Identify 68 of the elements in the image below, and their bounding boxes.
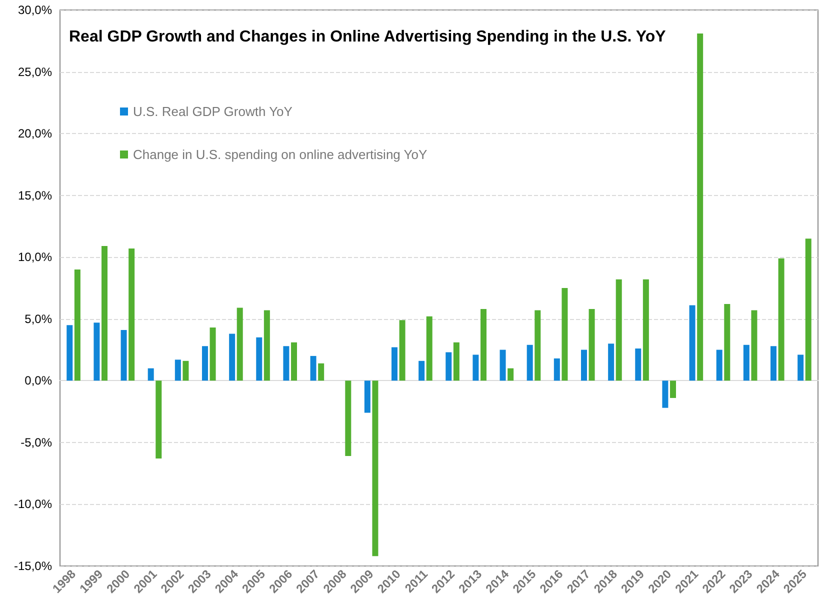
bar [778, 258, 784, 381]
bar [399, 320, 406, 381]
bar [182, 360, 189, 381]
bar [670, 380, 676, 398]
bar [66, 325, 73, 381]
legend-label: U.S. Real GDP Growth YoY [133, 104, 293, 119]
legend-label: Change in U.S. spending on online advertising YoY [133, 147, 428, 162]
bar [716, 350, 722, 381]
bar [202, 346, 208, 381]
bar [120, 330, 127, 381]
bar [743, 344, 750, 381]
y-tick-label: -15,0% [14, 559, 52, 573]
y-tick-label: 0,0% [24, 374, 52, 388]
y-tick-label: 10,0% [18, 250, 52, 264]
bar [662, 380, 668, 408]
bar [642, 279, 649, 381]
bar [480, 309, 487, 381]
bar [608, 344, 614, 381]
bar [453, 342, 460, 381]
bar [236, 308, 243, 381]
bar [174, 360, 181, 381]
y-tick-label: 5,0% [24, 312, 52, 326]
bar [554, 358, 560, 381]
bar [391, 347, 398, 381]
bar [74, 269, 80, 381]
bar [580, 350, 587, 381]
bar [156, 380, 162, 459]
y-tick-label: 15,0% [18, 188, 52, 202]
y-tick-label: -5,0% [20, 435, 52, 450]
bar [724, 304, 730, 381]
bar [426, 316, 432, 381]
text: Real GDP Growth and Changes in Online Advertising Spending in the U.S. YoY [69, 28, 666, 46]
bar [770, 346, 776, 381]
bar [345, 380, 352, 456]
y-tick-label: -10,0% [14, 497, 52, 512]
y-tick-label: 20,0% [18, 126, 52, 141]
bar [264, 310, 270, 381]
bar [689, 305, 696, 381]
bar [102, 246, 108, 381]
bar [635, 348, 642, 381]
bar [805, 238, 812, 381]
bar [148, 368, 154, 381]
bar [418, 360, 425, 381]
bar [372, 380, 378, 556]
bar [526, 344, 533, 381]
bar [472, 354, 479, 381]
bar [588, 309, 595, 381]
bar [798, 354, 804, 381]
bar [318, 363, 324, 381]
bar [291, 342, 298, 381]
bar [562, 288, 568, 381]
y-tick-label: 25,0% [18, 64, 52, 79]
bar [310, 356, 316, 381]
bar [229, 334, 236, 381]
bar [256, 337, 262, 381]
bar [508, 368, 514, 381]
y-tick-label: 30,0% [18, 3, 52, 17]
bar [283, 346, 290, 381]
bar [697, 33, 704, 381]
bar [534, 310, 541, 381]
bar [500, 350, 506, 381]
bar [210, 328, 216, 381]
bar [94, 322, 100, 381]
bar [616, 279, 622, 381]
bar [364, 380, 370, 413]
bar [128, 248, 135, 381]
bar [446, 352, 452, 381]
bar [751, 310, 758, 381]
